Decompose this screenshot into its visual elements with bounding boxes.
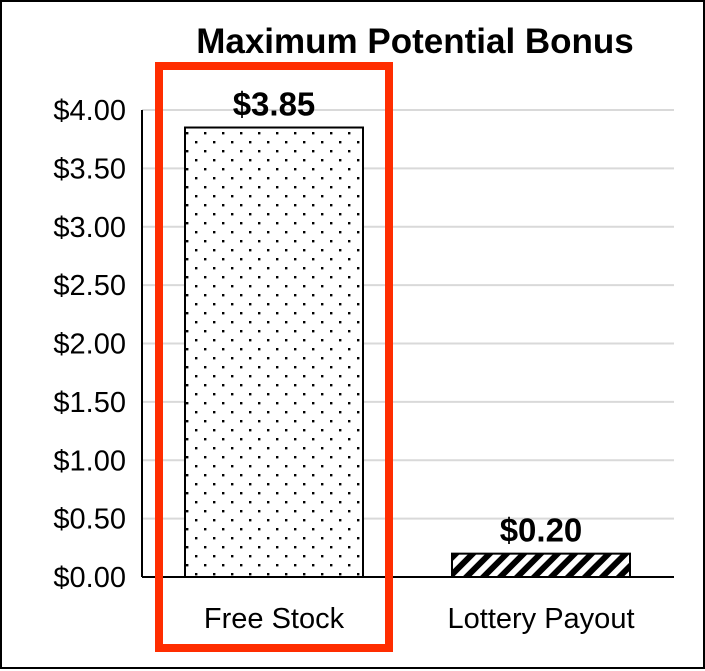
bar-lottery-payout xyxy=(451,552,631,579)
highlight-box xyxy=(155,62,393,652)
y-tick-label: $1.50 xyxy=(53,387,126,419)
y-tick-label: $0.00 xyxy=(53,562,126,594)
x-category-label: Lottery Payout xyxy=(448,603,635,635)
y-tick-label: $3.50 xyxy=(53,153,126,185)
x-category-label: Free Stock xyxy=(204,603,345,635)
y-tick-label: $2.50 xyxy=(53,270,126,302)
data-label: $3.85 xyxy=(233,86,316,123)
axes xyxy=(141,110,674,578)
y-tick-label: $4.00 xyxy=(53,95,126,127)
chart-title: Maximum Potential Bonus xyxy=(196,22,634,61)
y-tick-label: $2.00 xyxy=(53,329,126,361)
bar-free-stock xyxy=(184,126,364,578)
y-tick-label: $0.50 xyxy=(53,504,126,536)
highlight-layer xyxy=(155,62,393,652)
y-tick-label: $1.00 xyxy=(53,445,126,477)
data-label: $0.20 xyxy=(500,512,583,549)
bars xyxy=(184,126,631,579)
labels: $0.00 $0.50 $1.00 $1.50 $2.00 $2.50 $3.00 $3.50… xyxy=(53,86,634,635)
y-tick-label: $3.00 xyxy=(53,212,126,244)
